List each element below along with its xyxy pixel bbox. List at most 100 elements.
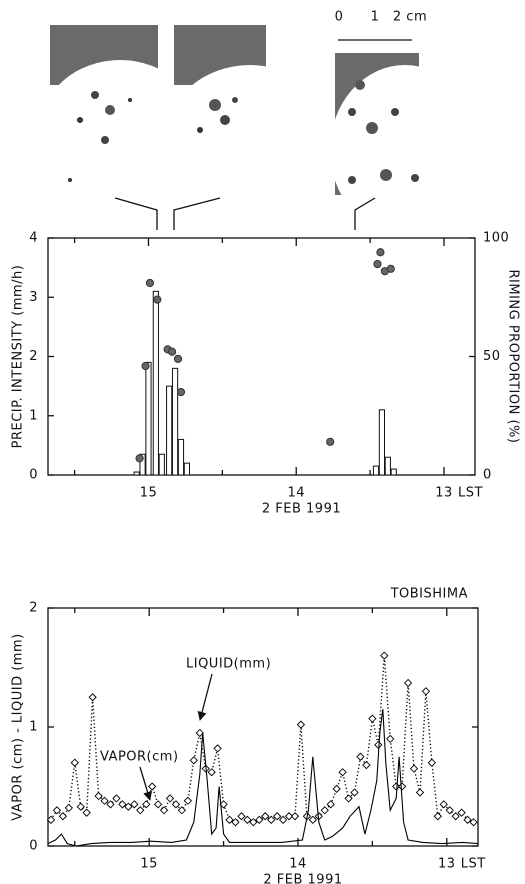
point — [380, 651, 389, 660]
point — [136, 806, 145, 815]
y2-axis-label: RIMING PROPORTION (%) — [506, 270, 521, 444]
point — [135, 454, 144, 463]
x-unit: LST — [461, 857, 486, 872]
annotation-arrow — [197, 673, 213, 721]
point — [168, 347, 177, 356]
point — [70, 758, 79, 767]
connector — [114, 197, 376, 230]
bar — [145, 361, 152, 476]
point — [58, 812, 68, 821]
point — [249, 818, 258, 827]
point — [439, 800, 448, 809]
bar — [390, 468, 397, 476]
point — [237, 812, 246, 821]
point — [52, 806, 62, 815]
point — [362, 760, 371, 770]
point — [219, 800, 228, 809]
bar — [139, 453, 146, 476]
point — [88, 693, 97, 702]
y-tick-label: 1 — [29, 408, 38, 423]
point — [82, 808, 91, 817]
point — [76, 802, 85, 811]
point — [231, 818, 240, 827]
photo-panel — [330, 25, 480, 235]
point — [320, 806, 329, 815]
point — [376, 248, 385, 257]
x-tick-label: 13 — [435, 486, 453, 501]
bar — [158, 453, 165, 476]
point — [177, 806, 187, 815]
point — [421, 687, 431, 696]
y-tick-label: 3 — [29, 290, 38, 305]
point — [195, 728, 204, 738]
point — [415, 788, 425, 797]
point — [368, 714, 377, 723]
series-line — [50, 655, 474, 824]
bar — [177, 438, 185, 476]
point — [261, 812, 270, 821]
y-tick-label: 1 — [29, 720, 38, 735]
point — [145, 278, 155, 288]
point — [445, 806, 454, 815]
scale-label: 1 — [371, 10, 380, 25]
point — [142, 800, 151, 809]
point — [130, 800, 139, 809]
point — [344, 794, 353, 803]
point — [141, 361, 150, 371]
plot-frame — [47, 237, 476, 476]
point — [463, 815, 472, 824]
x-tick-label: 15 — [140, 486, 158, 501]
y-tick-label: 2 — [29, 601, 38, 616]
point — [171, 800, 181, 809]
point — [386, 264, 395, 273]
scale-label: 2 cm — [393, 10, 427, 25]
point — [183, 796, 192, 805]
point — [153, 295, 162, 304]
y2-tick-label: 100 — [483, 231, 509, 246]
bar — [133, 471, 140, 476]
bar — [183, 462, 190, 476]
point — [46, 815, 56, 824]
photo-panel — [40, 25, 200, 200]
x-unit: LST — [458, 486, 483, 501]
point — [64, 803, 73, 813]
bar — [166, 385, 173, 476]
annotation-arrow — [139, 766, 152, 801]
bar — [152, 290, 159, 476]
annotation: VAPOR(cm) — [100, 750, 179, 765]
point — [118, 800, 127, 809]
point — [153, 800, 163, 809]
point — [409, 764, 419, 773]
point — [243, 815, 252, 824]
point — [94, 791, 103, 801]
point — [290, 812, 300, 821]
point — [326, 437, 335, 446]
photo-panel — [165, 25, 335, 215]
point — [397, 782, 407, 791]
y2-tick-label: 50 — [483, 349, 501, 364]
point — [213, 744, 222, 753]
point — [284, 812, 294, 821]
bar — [378, 409, 386, 476]
point — [332, 784, 341, 794]
point — [403, 678, 413, 688]
point — [326, 800, 335, 809]
point — [392, 782, 401, 791]
point — [374, 740, 383, 749]
point — [225, 815, 234, 824]
point — [159, 806, 169, 815]
x-tick-label: 14 — [287, 486, 305, 501]
y-tick-label: 0 — [29, 839, 38, 854]
bar — [372, 465, 380, 476]
x-axis-label: 2 FEB 1991 — [263, 873, 342, 884]
point — [308, 815, 317, 824]
point — [255, 815, 264, 824]
point — [207, 768, 216, 777]
y-tick-label: 2 — [29, 349, 38, 364]
x-tick-label: 13 — [438, 857, 456, 872]
point — [296, 720, 306, 729]
point — [386, 734, 395, 744]
series-line — [47, 709, 479, 847]
